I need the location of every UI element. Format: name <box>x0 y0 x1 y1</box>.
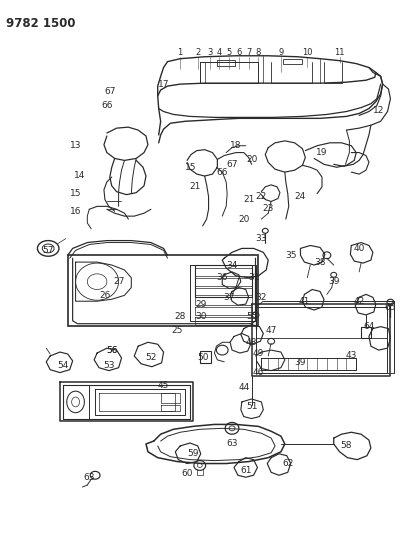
Bar <box>282 59 302 63</box>
Text: 29: 29 <box>195 300 206 309</box>
Text: 35: 35 <box>284 251 296 260</box>
Text: 55: 55 <box>245 312 257 321</box>
Text: 59: 59 <box>187 449 198 458</box>
Text: 13: 13 <box>70 141 81 150</box>
Text: 22: 22 <box>255 192 266 201</box>
Text: 65: 65 <box>384 303 395 312</box>
Text: 52: 52 <box>145 353 156 362</box>
Text: 49: 49 <box>252 349 263 358</box>
Text: 58: 58 <box>340 441 351 450</box>
Text: 42: 42 <box>353 297 364 306</box>
Text: 11: 11 <box>333 49 344 58</box>
Text: 8: 8 <box>255 49 261 58</box>
Text: 56: 56 <box>106 345 117 354</box>
Text: 17: 17 <box>157 79 169 88</box>
Text: 28: 28 <box>174 312 185 321</box>
Text: 37: 37 <box>223 293 234 302</box>
Text: 1: 1 <box>177 49 182 58</box>
Text: 9: 9 <box>278 49 283 58</box>
Text: 14: 14 <box>74 171 85 180</box>
Text: 24: 24 <box>294 192 306 201</box>
Text: 38: 38 <box>314 257 325 266</box>
Text: 64: 64 <box>362 322 374 331</box>
Text: 27: 27 <box>112 277 124 286</box>
Text: 56: 56 <box>106 345 117 354</box>
Text: 21: 21 <box>189 182 200 191</box>
Text: 5: 5 <box>226 49 231 58</box>
Text: 47: 47 <box>265 326 276 335</box>
Text: 15: 15 <box>70 189 81 198</box>
Bar <box>67 255 258 326</box>
Text: 45: 45 <box>157 381 169 390</box>
Text: 10: 10 <box>301 49 312 58</box>
Text: 67: 67 <box>104 87 115 96</box>
Text: 39: 39 <box>294 358 306 367</box>
Text: 6: 6 <box>236 49 241 58</box>
Text: 15: 15 <box>185 163 196 172</box>
Text: 50: 50 <box>196 353 208 362</box>
Text: 61: 61 <box>239 466 251 475</box>
Text: 40: 40 <box>353 244 364 253</box>
Text: 20: 20 <box>245 155 257 164</box>
Bar <box>217 60 234 66</box>
Text: 32: 32 <box>255 293 266 302</box>
Text: 53: 53 <box>103 361 114 370</box>
Text: 21: 21 <box>243 195 254 204</box>
Bar <box>199 351 211 363</box>
Text: 46: 46 <box>252 368 263 377</box>
Text: 63: 63 <box>83 473 95 482</box>
Text: 26: 26 <box>99 291 110 300</box>
Text: 54: 54 <box>57 361 68 370</box>
Text: 48: 48 <box>245 338 257 347</box>
Text: 25: 25 <box>171 326 182 335</box>
Text: 12: 12 <box>372 106 384 115</box>
Text: 18: 18 <box>229 141 241 150</box>
Text: 4: 4 <box>216 49 221 58</box>
Text: 41: 41 <box>298 297 309 306</box>
Text: 16: 16 <box>70 207 81 216</box>
Text: 9782 1500: 9782 1500 <box>6 17 75 30</box>
Text: 51: 51 <box>245 402 257 411</box>
Text: 60: 60 <box>181 469 192 478</box>
Text: 66: 66 <box>101 101 112 110</box>
Text: 67: 67 <box>226 160 237 169</box>
Text: 63: 63 <box>226 440 237 448</box>
Text: 43: 43 <box>345 351 356 360</box>
Text: 57: 57 <box>43 246 54 255</box>
Text: 36: 36 <box>216 273 227 282</box>
Text: 34: 34 <box>226 261 237 270</box>
Text: 31: 31 <box>247 273 258 282</box>
Text: 7: 7 <box>245 49 251 58</box>
Text: 62: 62 <box>281 459 293 468</box>
Text: 23: 23 <box>262 204 273 213</box>
Text: 2: 2 <box>195 49 200 58</box>
Text: 66: 66 <box>216 168 227 176</box>
Text: 39: 39 <box>327 277 339 286</box>
Text: 33: 33 <box>255 234 267 243</box>
Text: 30: 30 <box>195 312 206 321</box>
Text: 44: 44 <box>238 383 249 392</box>
Text: 20: 20 <box>238 215 249 223</box>
Text: 19: 19 <box>315 148 327 157</box>
Text: 3: 3 <box>207 49 212 58</box>
